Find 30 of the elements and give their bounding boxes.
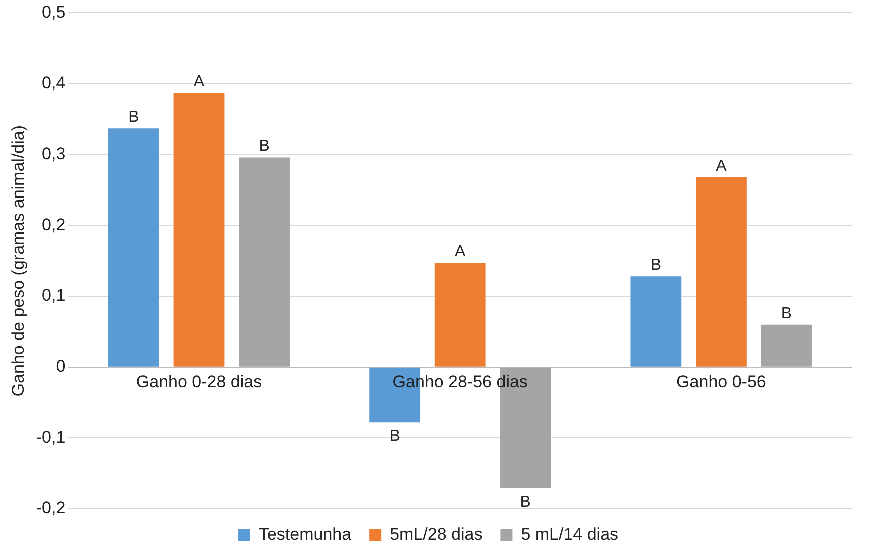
y-tick-label: 0,2 [42,215,66,234]
data-label: B [259,138,270,156]
y-tick-label: 0,4 [42,74,66,93]
bar [630,276,682,367]
data-label: B [520,494,531,511]
y-tick-label: -0,1 [36,428,66,447]
x-tick-label: Ganho 0-28 dias [136,372,262,392]
legend-label: Testemunha [258,525,352,544]
bar [761,324,812,367]
bar [696,178,747,367]
data-label: A [455,244,466,261]
bar [434,263,486,367]
y-tick-label: -0,2 [36,498,66,518]
x-tick-label: Ganho 0-56 [676,372,766,392]
legend-label: 5 mL/14 dias [521,525,619,544]
y-tick-label: 0,5 [42,2,66,22]
y-tick-label: 0 [56,357,66,376]
bar [239,158,290,367]
y-tick-label: 0,1 [42,286,66,306]
y-tick-label: 0,3 [42,144,66,164]
data-label: B [128,109,140,126]
data-label: A [716,158,728,175]
y-axis-title: Ganho de peso (gramas animal/dia) [8,126,28,397]
data-label: B [781,305,792,322]
legend-label: 5mL/28 dias [390,525,483,544]
data-label: A [194,74,205,91]
data-label: B [650,257,662,274]
data-label: B [390,428,400,445]
bar [108,128,160,367]
bar [174,93,225,367]
